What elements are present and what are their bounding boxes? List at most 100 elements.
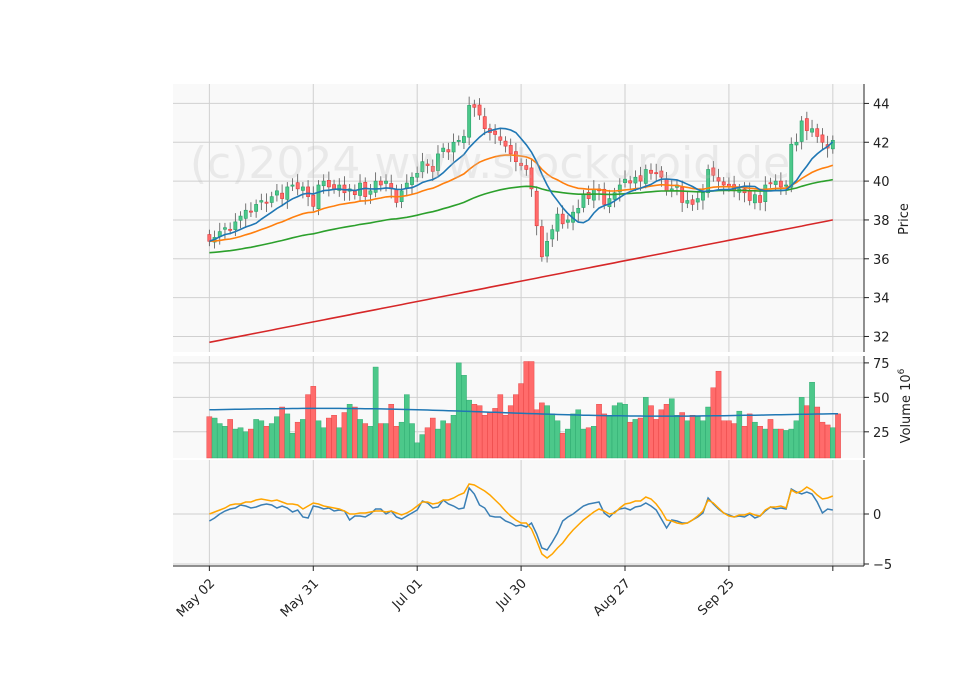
- macd-background: [173, 460, 864, 566]
- volume-bar: [435, 428, 441, 459]
- candle: [363, 181, 368, 197]
- candle: [586, 192, 591, 199]
- candle: [321, 180, 326, 187]
- volume-bar: [242, 431, 249, 459]
- volume-bar: [466, 399, 472, 459]
- volume-bar: [429, 417, 436, 459]
- candle: [243, 209, 248, 219]
- volume-bar: [445, 423, 452, 459]
- candle: [545, 241, 549, 257]
- volume-bar: [767, 419, 774, 459]
- candle: [498, 136, 503, 141]
- ma-mid-line: [209, 154, 834, 243]
- candle: [752, 194, 757, 204]
- candle: [436, 153, 440, 171]
- volume-bar: [736, 410, 743, 459]
- candle: [493, 130, 498, 135]
- volume-bar: [554, 420, 561, 459]
- candle: [451, 141, 456, 153]
- candle: [716, 177, 721, 182]
- volume-bar: [222, 426, 228, 459]
- volume-bar: [824, 424, 831, 459]
- volume-bar: [653, 419, 659, 459]
- volume-bar: [627, 421, 634, 459]
- candle: [384, 180, 388, 184]
- candle: [758, 195, 763, 203]
- volume-bar: [559, 432, 566, 459]
- candle: [249, 210, 253, 213]
- volume-bar: [819, 421, 826, 459]
- candle: [482, 116, 487, 129]
- volume-bar: [565, 428, 571, 459]
- volume-bar: [705, 406, 711, 459]
- volume-bar: [575, 409, 582, 459]
- candle: [576, 207, 581, 214]
- candle: [560, 213, 565, 225]
- candle: [368, 190, 373, 195]
- volume-bar: [216, 423, 223, 459]
- volume-ma-line: [209, 407, 839, 417]
- candle: [519, 162, 524, 166]
- candle: [254, 204, 259, 212]
- volume-bar: [762, 428, 769, 459]
- volume-bar: [741, 426, 748, 459]
- volume-bar: [362, 423, 369, 459]
- candle: [778, 180, 783, 188]
- candle: [654, 172, 659, 175]
- candle: [373, 180, 378, 193]
- candle: [410, 176, 414, 185]
- volume-bar: [778, 428, 784, 459]
- volume-bar: [611, 405, 618, 459]
- volume-bar: [637, 417, 644, 459]
- candle: [701, 192, 705, 201]
- volume-bar: [788, 428, 795, 459]
- volume-bar: [279, 406, 285, 459]
- volume-bar: [388, 404, 395, 459]
- volume-unit-exponent: 6: [897, 368, 907, 374]
- x-tick-label: Sep 25: [695, 576, 738, 619]
- volume-bar: [715, 370, 722, 459]
- volume-bar: [258, 420, 265, 459]
- candle: [529, 167, 534, 190]
- candle: [711, 167, 716, 176]
- volume-bar: [492, 408, 498, 459]
- volume-bar: [268, 423, 275, 459]
- ma-short-line: [209, 127, 834, 243]
- x-tick-label: May 31: [278, 576, 322, 620]
- candle: [794, 141, 799, 146]
- volume-bar: [518, 383, 524, 459]
- volume-bar: [772, 428, 779, 459]
- volume-bar: [580, 428, 587, 459]
- candle: [539, 226, 544, 258]
- volume-bar: [310, 386, 317, 459]
- volume-bar: [315, 420, 322, 459]
- volume-bar: [440, 420, 446, 459]
- volume-bar: [461, 375, 467, 459]
- candle: [810, 128, 814, 133]
- candle: [565, 219, 570, 223]
- volume-bar: [232, 428, 239, 459]
- price-ytick-label: 36: [873, 253, 890, 268]
- watermark: (c)2024 www.stockdroid.de: [190, 138, 790, 189]
- candle: [820, 134, 825, 143]
- volume-panel: 25 50 75: [173, 356, 890, 459]
- volume-bar: [601, 413, 608, 459]
- volume-bar: [481, 415, 488, 459]
- x-tick-label: Jul 30: [493, 576, 530, 613]
- price-panel: 32 34 36 38 40 42 44: [173, 84, 890, 352]
- volume-bar: [726, 420, 732, 459]
- volume-bar: [617, 402, 623, 459]
- volume-bar: [336, 427, 343, 459]
- macd-ytick-label: 0: [873, 508, 881, 523]
- volume-bar: [305, 394, 311, 459]
- volume-ytick-label: 50: [873, 391, 890, 406]
- volume-bar: [835, 413, 841, 459]
- volume-axis-label-text: Volume: [899, 395, 914, 443]
- volume-bar: [284, 413, 291, 459]
- volume-bar: [424, 427, 431, 459]
- volume-bar: [248, 428, 254, 459]
- volume-bar: [684, 420, 691, 459]
- candle: [316, 184, 321, 209]
- volume-bar: [502, 415, 509, 459]
- candle: [378, 180, 383, 186]
